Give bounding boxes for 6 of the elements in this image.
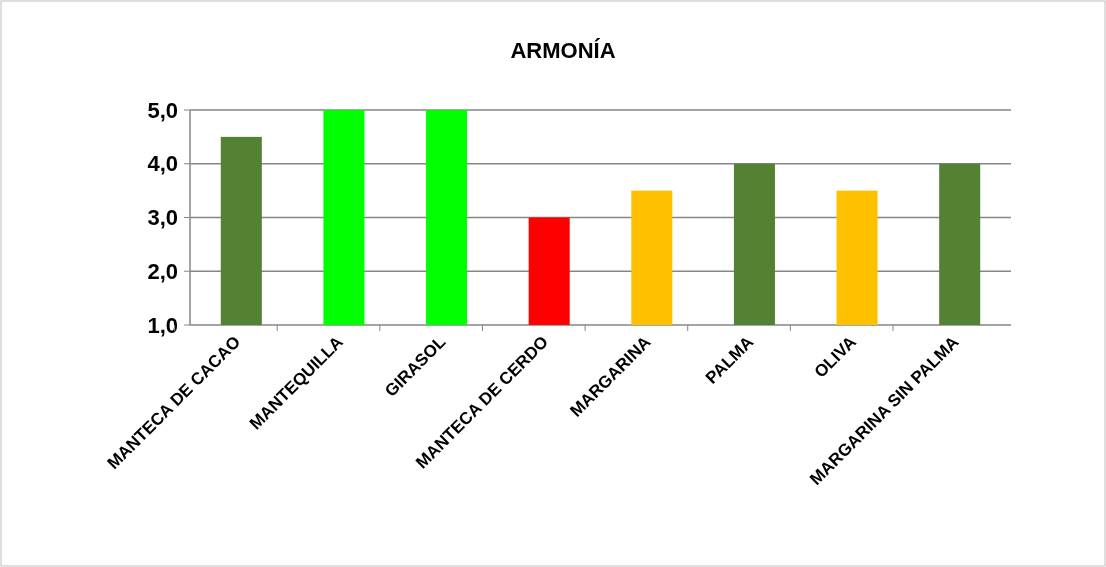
y-tick-label: 3,0 <box>147 205 178 231</box>
y-tick-label: 4,0 <box>147 151 178 177</box>
y-tick-label: 2,0 <box>147 258 178 284</box>
chart-title: ARMONÍA <box>510 38 616 63</box>
y-tick-label: 5,0 <box>147 97 178 123</box>
y-tick-label: 1,0 <box>147 312 178 338</box>
